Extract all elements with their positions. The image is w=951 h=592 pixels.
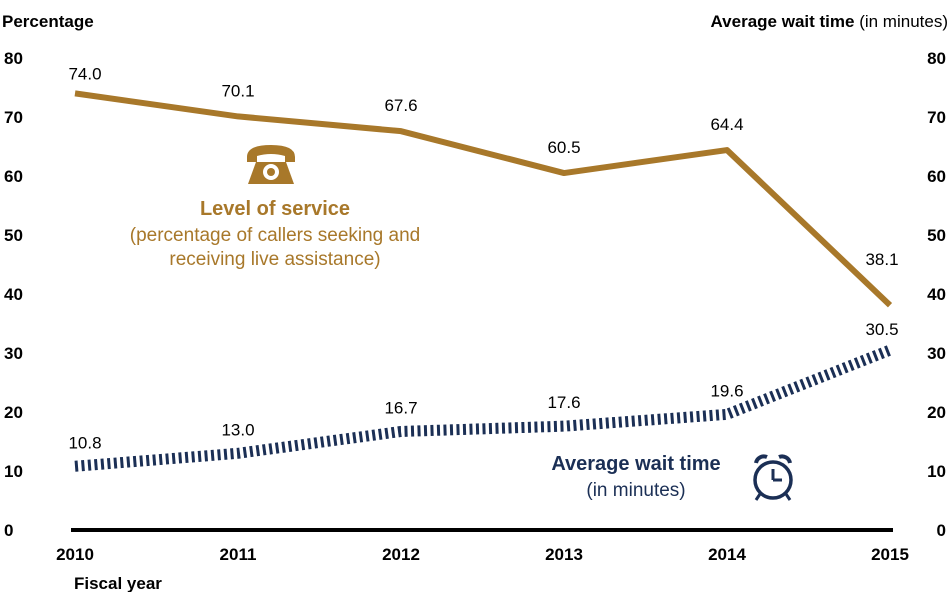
x-axis-title: Fiscal year (74, 574, 162, 592)
x-tick-2013: 2013 (545, 545, 583, 564)
y-tick-left-80: 80 (4, 49, 23, 68)
service-data-label-2014: 64.4 (710, 115, 743, 134)
service-annotation-line-1: (percentage of callers seeking and (130, 225, 420, 246)
y-tick-right-10: 10 (927, 462, 946, 481)
y-tick-left-10: 10 (4, 462, 23, 481)
y-tick-right-20: 20 (927, 403, 946, 422)
wait-data-label-2010: 10.8 (68, 433, 101, 452)
series-line-level-of-service (74, 90, 893, 308)
x-tick-2010: 2010 (56, 545, 94, 564)
service-data-label-2010: 74.0 (68, 64, 101, 83)
y-tick-left-20: 20 (4, 403, 23, 422)
y-tick-left-60: 60 (4, 167, 23, 186)
y-tick-left-0: 0 (4, 521, 13, 540)
y-tick-left-40: 40 (4, 285, 23, 304)
service-data-label-2013: 60.5 (547, 138, 580, 157)
y-tick-right-0: 0 (937, 521, 946, 540)
y-tick-right-50: 50 (927, 226, 946, 245)
y-tick-right-40: 40 (927, 285, 946, 304)
y-axis-left-title: Percentage (2, 12, 94, 31)
y-tick-right-30: 30 (927, 344, 946, 363)
y-axis-right-title-unit: (in minutes) (854, 12, 948, 31)
service-data-label-2012: 67.6 (384, 96, 417, 115)
x-tick-2011: 2011 (220, 545, 257, 564)
wait-annotation-line-1: (in minutes) (586, 480, 685, 501)
y-tick-right-70: 70 (927, 108, 946, 127)
y-axis-right-title-bold: Average wait time (711, 12, 855, 31)
service-data-label-2015: 38.1 (865, 250, 898, 269)
y-tick-right-60: 60 (927, 167, 946, 186)
alarm-clock-icon (753, 454, 793, 501)
y-tick-left-50: 50 (4, 226, 23, 245)
service-annotation-title: Level of service (200, 198, 350, 220)
x-tick-2012: 2012 (382, 545, 420, 564)
wait-data-label-2013: 17.6 (547, 393, 580, 412)
x-tick-2015: 2015 (871, 545, 909, 564)
telephone-icon (247, 145, 295, 184)
x-tick-2014: 2014 (708, 545, 746, 564)
wait-data-label-2012: 16.7 (384, 398, 417, 417)
service-data-label-2011: 70.1 (221, 81, 254, 100)
wait-annotation-title: Average wait time (551, 453, 720, 475)
y-tick-right-80: 80 (927, 49, 946, 68)
y-tick-left-30: 30 (4, 344, 23, 363)
y-axis-right-title: Average wait time (in minutes) (711, 12, 948, 31)
y-tick-left-70: 70 (4, 108, 23, 127)
wait-data-label-2015: 30.5 (865, 320, 898, 339)
wait-data-label-2014: 19.6 (710, 381, 743, 400)
wait-data-label-2011: 13.0 (221, 420, 254, 439)
series-line-average-wait-time (74, 344, 893, 472)
service-annotation-line-2: receiving live assistance) (169, 249, 380, 270)
